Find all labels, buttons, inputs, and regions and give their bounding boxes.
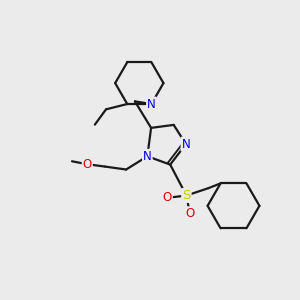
Text: O: O — [185, 207, 195, 220]
Text: N: N — [182, 138, 190, 151]
Text: N: N — [147, 98, 156, 110]
Text: O: O — [83, 158, 92, 171]
Text: S: S — [182, 189, 190, 202]
Text: N: N — [143, 150, 152, 163]
Text: O: O — [163, 191, 172, 204]
